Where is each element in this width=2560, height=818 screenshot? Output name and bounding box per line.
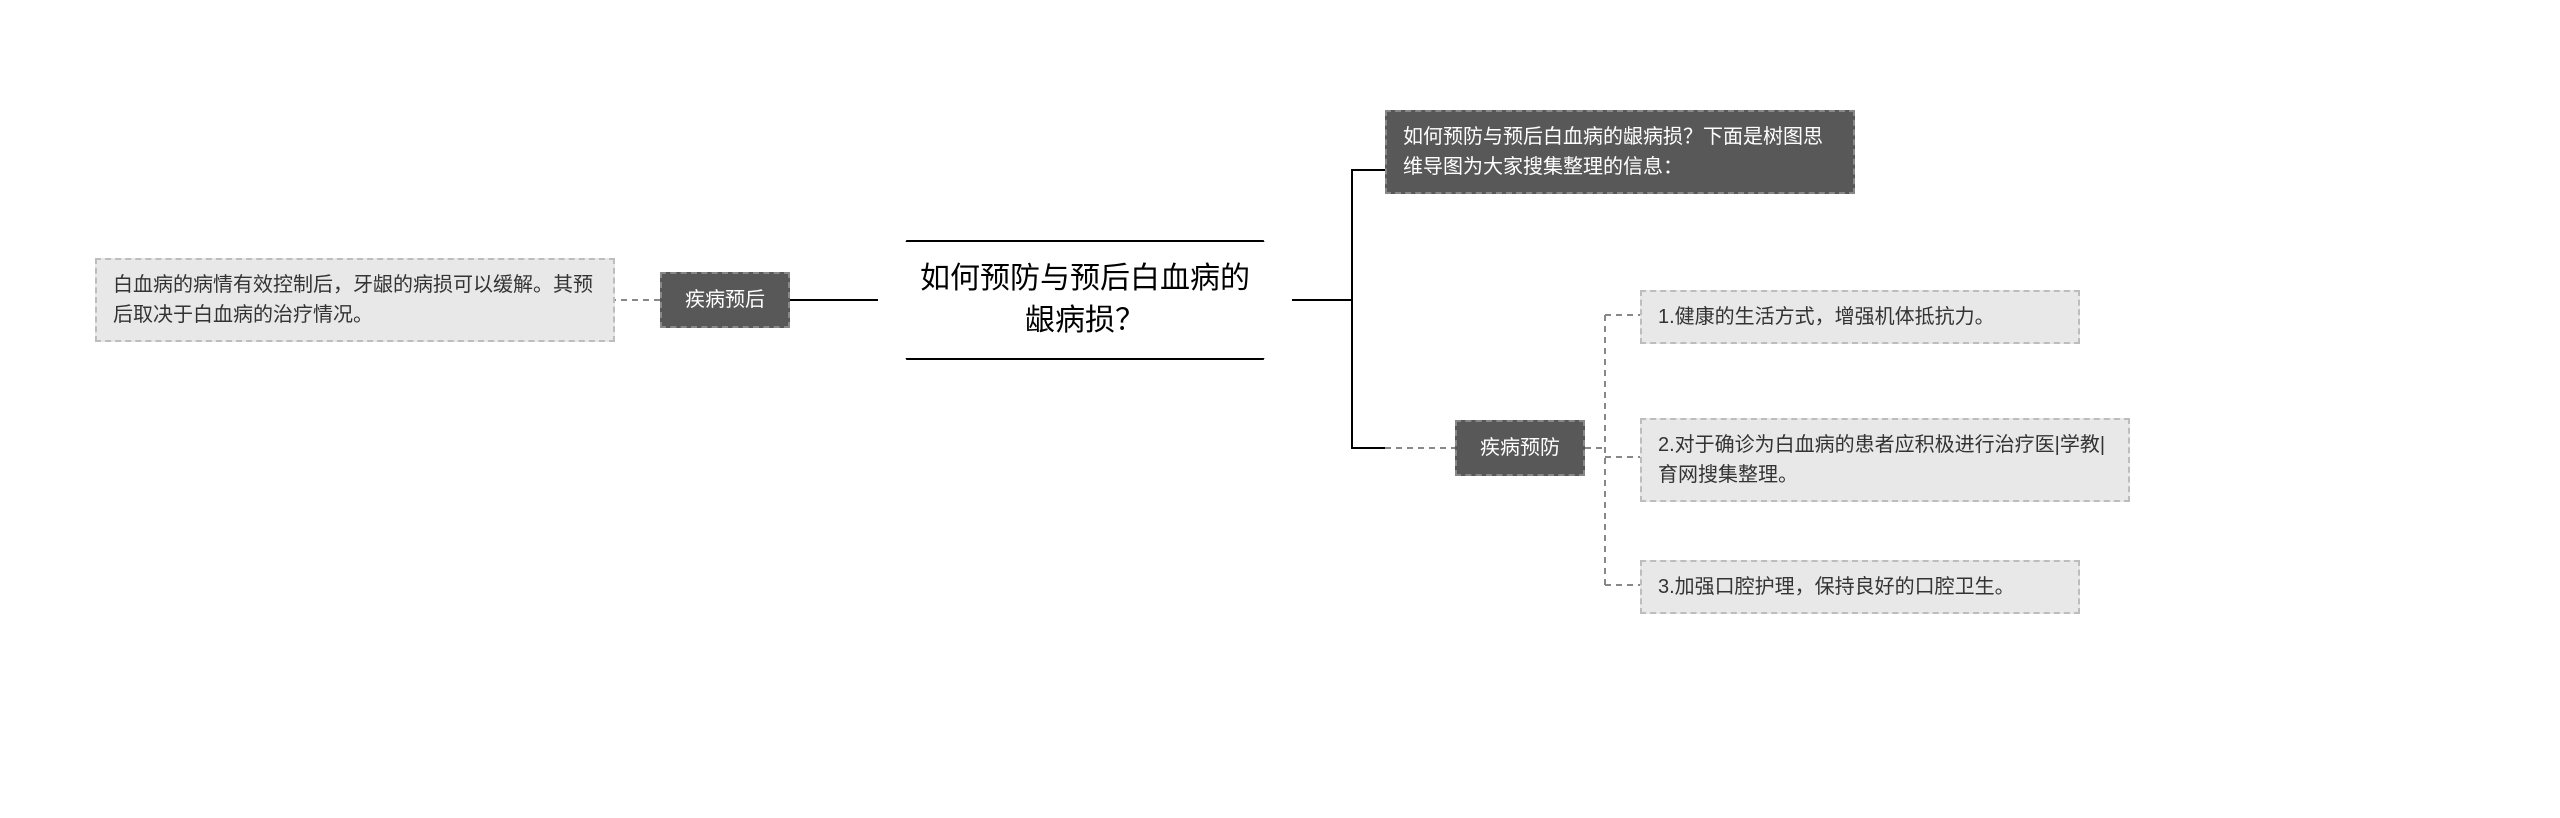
right-item-text-2: 3.加强口腔护理，保持良好的口腔卫生。 [1658, 576, 2015, 598]
right-item-node-2: 3.加强口腔护理，保持良好的口腔卫生。 [1640, 560, 2080, 614]
left-leaf-text: 白血病的病情有效控制后，牙龈的病损可以缓解。其预后取决于白血病的治疗情况。 [113, 274, 593, 326]
center-topic-text: 如何预防与预后白血病的龈病损？ [912, 258, 1258, 342]
left-branch-node: 疾病预后 [660, 272, 790, 328]
right-item-text-0: 1.健康的生活方式，增强机体抵抗力。 [1658, 306, 1995, 328]
center-topic-node: 如何预防与预后白血病的龈病损？ [850, 240, 1320, 360]
mindmap-canvas: 如何预防与预后白血病的龈病损？ 疾病预后 白血病的病情有效控制后，牙龈的病损可以… [0, 0, 2560, 818]
right-intro-text: 如何预防与预后白血病的龈病损？下面是树图思维导图为大家搜集整理的信息： [1403, 126, 1823, 178]
left-branch-label: 疾病预后 [685, 285, 765, 315]
right-branch-label: 疾病预防 [1480, 433, 1560, 463]
left-leaf-node: 白血病的病情有效控制后，牙龈的病损可以缓解。其预后取决于白血病的治疗情况。 [95, 258, 615, 342]
right-item-text-1: 2.对于确诊为白血病的患者应积极进行治疗医|学教|育网搜集整理。 [1658, 434, 2105, 486]
connector-lines [0, 0, 2560, 818]
right-intro-node: 如何预防与预后白血病的龈病损？下面是树图思维导图为大家搜集整理的信息： [1385, 110, 1855, 194]
right-branch-node: 疾病预防 [1455, 420, 1585, 476]
right-item-node-1: 2.对于确诊为白血病的患者应积极进行治疗医|学教|育网搜集整理。 [1640, 418, 2130, 502]
right-item-node-0: 1.健康的生活方式，增强机体抵抗力。 [1640, 290, 2080, 344]
